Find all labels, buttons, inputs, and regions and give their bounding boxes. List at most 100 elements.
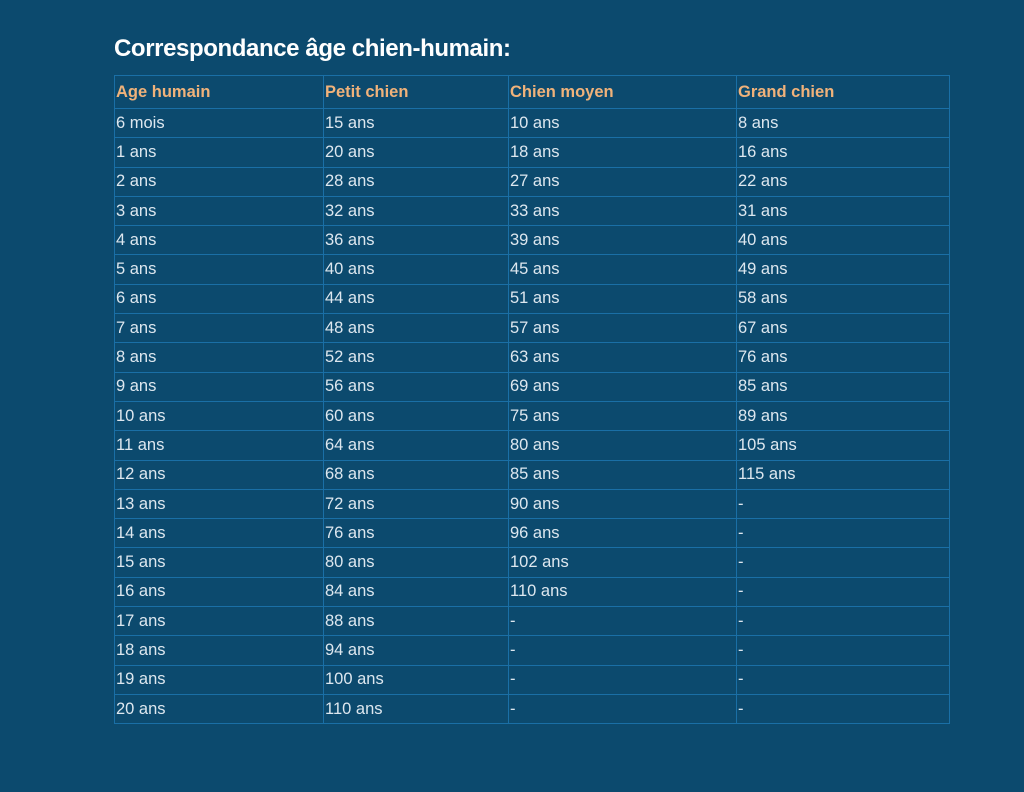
header-grand-chien: Grand chien [736,75,950,109]
cell-grand-chien: - [736,693,950,725]
cell-petit-chien: 28 ans [323,166,509,197]
cell-chien-moyen: 57 ans [508,313,737,344]
cell-chien-moyen: 85 ans [508,459,737,490]
cell-grand-chien: 89 ans [736,400,950,432]
cell-petit-chien: 40 ans [323,254,509,285]
cell-chien-moyen: 69 ans [508,371,737,402]
table-row: 5 ans 40 ans 45 ans 49 ans [114,254,950,285]
cell-petit-chien: 36 ans [323,225,509,256]
table-row: 13 ans 72 ans 90 ans - [114,488,950,520]
cell-chien-moyen: - [508,635,737,666]
header-chien-moyen: Chien moyen [508,75,737,109]
table-row: 7 ans 48 ans 57 ans 67 ans [114,313,950,344]
cell-grand-chien: 58 ans [736,283,950,315]
table-row: 19 ans 100 ans - - [114,664,950,695]
cell-grand-chien: 8 ans [736,107,950,139]
table-row: 11 ans 64 ans 80 ans 105 ans [114,430,950,461]
header-row: Age humain Petit chien Chien moyen Grand ch… [114,75,950,109]
cell-grand-chien: - [736,606,950,637]
cell-petit-chien: 84 ans [323,576,509,608]
table-row: 6 mois 15 ans 10 ans 8 ans [114,107,950,139]
cell-chien-moyen: 110 ans [508,576,737,608]
cell-age-humain: 16 ans [114,576,324,608]
cell-age-humain: 7 ans [114,313,324,344]
cell-age-humain: 14 ans [114,518,324,549]
cell-grand-chien: - [736,518,950,549]
cell-grand-chien: 115 ans [736,459,950,490]
cell-age-humain: 2 ans [114,166,324,197]
cell-age-humain: 20 ans [114,693,324,725]
table-body: 6 mois 15 ans 10 ans 8 ans 1 ans 20 ans 18 ans… [114,107,950,725]
table-row: 9 ans 56 ans 69 ans 85 ans [114,371,950,402]
header-age-humain: Age humain [114,75,324,109]
cell-chien-moyen: 45 ans [508,254,737,285]
cell-age-humain: 6 ans [114,283,324,315]
table-row: 6 ans 44 ans 51 ans 58 ans [114,283,950,315]
cell-age-humain: 1 ans [114,137,324,168]
cell-petit-chien: 72 ans [323,488,509,520]
table-row: 12 ans 68 ans 85 ans 115 ans [114,459,950,490]
cell-age-humain: 18 ans [114,635,324,666]
table-row: 8 ans 52 ans 63 ans 76 ans [114,342,950,373]
cell-grand-chien: 40 ans [736,225,950,256]
cell-grand-chien: 16 ans [736,137,950,168]
cell-age-humain: 10 ans [114,400,324,432]
cell-chien-moyen: - [508,606,737,637]
cell-grand-chien: 105 ans [736,430,950,461]
cell-grand-chien: 49 ans [736,254,950,285]
cell-petit-chien: 76 ans [323,518,509,549]
cell-chien-moyen: - [508,664,737,695]
cell-age-humain: 19 ans [114,664,324,695]
age-correspondence-table: Age humain Petit chien Chien moyen Grand ch… [114,75,950,725]
cell-age-humain: 3 ans [114,195,324,227]
table-row: 10 ans 60 ans 75 ans 89 ans [114,400,950,432]
cell-chien-moyen: 96 ans [508,518,737,549]
cell-chien-moyen: 33 ans [508,195,737,227]
cell-petit-chien: 60 ans [323,400,509,432]
table-row: 4 ans 36 ans 39 ans 40 ans [114,225,950,256]
cell-grand-chien: - [736,547,950,578]
header-petit-chien: Petit chien [323,75,509,109]
table-row: 1 ans 20 ans 18 ans 16 ans [114,137,950,168]
cell-chien-moyen: 80 ans [508,430,737,461]
cell-petit-chien: 88 ans [323,606,509,637]
cell-grand-chien: - [736,576,950,608]
cell-chien-moyen: 102 ans [508,547,737,578]
cell-chien-moyen: 90 ans [508,488,737,520]
cell-petit-chien: 110 ans [323,693,509,725]
cell-age-humain: 6 mois [114,107,324,139]
cell-grand-chien: 85 ans [736,371,950,402]
cell-grand-chien: 67 ans [736,313,950,344]
cell-grand-chien: - [736,635,950,666]
cell-petit-chien: 94 ans [323,635,509,666]
cell-petit-chien: 56 ans [323,371,509,402]
cell-chien-moyen: 51 ans [508,283,737,315]
cell-age-humain: 9 ans [114,371,324,402]
cell-grand-chien: 31 ans [736,195,950,227]
cell-age-humain: 17 ans [114,606,324,637]
cell-petit-chien: 100 ans [323,664,509,695]
cell-petit-chien: 68 ans [323,459,509,490]
cell-age-humain: 15 ans [114,547,324,578]
cell-petit-chien: 48 ans [323,313,509,344]
cell-chien-moyen: 75 ans [508,400,737,432]
table-row: 14 ans 76 ans 96 ans - [114,518,950,549]
cell-age-humain: 5 ans [114,254,324,285]
cell-petit-chien: 44 ans [323,283,509,315]
page-title: Correspondance âge chien-humain: [114,35,511,62]
table-row: 16 ans 84 ans 110 ans - [114,576,950,608]
table-row: 2 ans 28 ans 27 ans 22 ans [114,166,950,197]
cell-grand-chien: 22 ans [736,166,950,197]
cell-age-humain: 11 ans [114,430,324,461]
cell-petit-chien: 15 ans [323,107,509,139]
cell-grand-chien: 76 ans [736,342,950,373]
cell-age-humain: 8 ans [114,342,324,373]
table-header: Age humain Petit chien Chien moyen Grand ch… [114,75,950,109]
cell-petit-chien: 64 ans [323,430,509,461]
cell-chien-moyen: - [508,693,737,725]
table-row: 17 ans 88 ans - - [114,606,950,637]
table-row: 15 ans 80 ans 102 ans - [114,547,950,578]
cell-grand-chien: - [736,664,950,695]
cell-chien-moyen: 27 ans [508,166,737,197]
cell-petit-chien: 52 ans [323,342,509,373]
